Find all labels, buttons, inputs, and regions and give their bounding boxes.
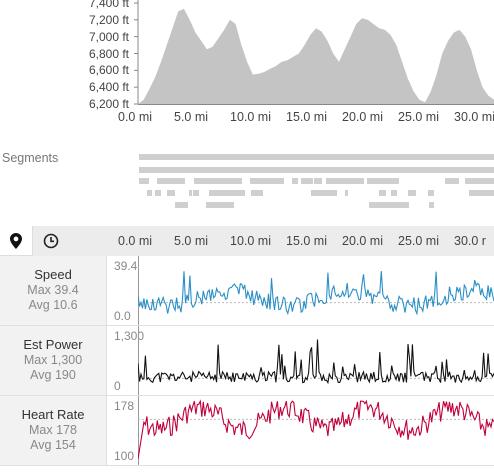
stream-max: Max 1,300 [23,353,83,367]
segment-bar[interactable] [311,190,337,196]
stream-avg: Avg 190 [30,368,76,382]
segment-bar[interactable] [345,190,348,196]
clock-icon[interactable] [34,226,67,256]
stream-title: Speed [34,267,72,282]
stream-graph[interactable] [138,326,494,396]
elevation-y-tick-label: 7,400 ft [88,0,129,10]
segment-bar[interactable] [429,202,434,208]
stream-row-speed: Speed Max 39.4 Avg 10.6 39.4 0.0 [0,256,494,326]
segment-bar[interactable] [147,190,152,196]
segment-bar[interactable] [379,190,386,196]
elevation-x-tick-label: 20.0 mi [342,110,383,124]
segment-bar[interactable] [139,154,494,160]
stream-avg: Avg 154 [30,438,76,452]
segment-bar[interactable] [469,190,494,196]
segment-bar[interactable] [139,167,494,173]
segment-bar[interactable] [369,202,409,208]
segment-bar[interactable] [292,178,298,184]
segment-bar[interactable] [175,202,188,208]
stream-x-tick-label: 25.0 mi [398,234,439,248]
stream-avg: Avg 10.6 [28,298,78,312]
segment-bar[interactable] [251,190,263,196]
elevation-x-tick-label: 5.0 mi [174,110,209,124]
stream-x-tick-label: 30.0 r [454,234,486,248]
stream-title: Est Power [23,337,83,352]
elevation-y-tick-label: 6,200 ft [88,97,129,111]
stream-x-tick-label: 5.0 mi [174,234,209,248]
segment-bar[interactable] [209,190,245,196]
segment-bar[interactable] [155,190,161,196]
segment-bar[interactable] [314,178,322,184]
stream-x-tick-label: 20.0 mi [342,234,383,248]
elevation-x-tick-label: 0.0 mi [118,110,153,124]
segment-bar[interactable] [259,178,284,184]
elevation-y-tick-label: 6,400 ft [88,80,129,95]
segment-bar[interactable] [391,190,397,196]
segment-bar[interactable] [367,178,399,184]
elevation-profile-svg [134,0,494,105]
segment-bar[interactable] [326,178,364,184]
segment-bar[interactable] [194,178,242,184]
segment-bar[interactable] [157,178,185,184]
stream-label-box[interactable]: Heart Rate Max 178 Avg 154 [0,396,107,465]
stream-x-tick-label: 0.0 mi [118,234,153,248]
segment-bar[interactable] [465,178,494,184]
elevation-y-tick-label: 7,200 ft [88,12,129,27]
elevation-y-tick-label: 6,800 ft [88,46,129,61]
stream-top-value: 1,300 [114,329,145,343]
stream-label-box[interactable]: Est Power Max 1,300 Avg 190 [0,326,107,395]
segment-bar[interactable] [206,202,234,208]
segment-bar[interactable] [408,190,416,196]
segment-bar[interactable] [139,178,149,184]
stream-trace [138,339,494,385]
stream-graph[interactable] [138,396,494,466]
elevation-x-tick-label: 25.0 mi [398,110,439,124]
segments-label: Segments [2,151,59,165]
stream-row-est-power: Est Power Max 1,300 Avg 190 1,300 0 [0,326,494,396]
elevation-y-tick-label: 7,000 ft [88,29,129,44]
stream-bottom-value: 100 [114,449,135,463]
segment-bar[interactable] [445,178,459,184]
segment-bar[interactable] [189,190,192,196]
stream-bottom-value: 0 [114,379,121,393]
stream-graph[interactable] [138,256,494,326]
stream-trace [138,271,494,316]
elevation-x-tick-label: 10.0 mi [230,110,271,124]
elevation-area [138,8,494,104]
segment-bar[interactable] [428,190,434,196]
stream-trace [138,399,494,459]
map-pin-icon[interactable] [0,226,33,256]
stream-bottom-value: 0.0 [114,309,131,323]
stream-max: Max 178 [29,423,77,437]
stream-top-value: 39.4 [114,259,138,273]
elevation-x-tick-label: 15.0 mi [286,110,327,124]
stream-row-heart-rate: Heart Rate Max 178 Avg 154 178 100 [0,396,494,466]
elevation-x-tick-label: 30.0 mi [454,110,494,124]
stream-toolbar: 0.0 mi 5.0 mi 10.0 mi 15.0 mi 20.0 mi 25.0 mi… [0,226,494,256]
stream-top-value: 178 [114,399,135,413]
segment-bar[interactable] [301,178,313,184]
elevation-y-tick-label: 6,600 ft [88,63,129,78]
stream-x-tick-label: 10.0 mi [230,234,271,248]
segment-bar[interactable] [193,190,199,196]
segment-bar[interactable] [167,190,175,196]
segments-bars[interactable] [139,154,494,214]
stream-label-box[interactable]: Speed Max 39.4 Avg 10.6 [0,256,107,325]
stream-x-tick-label: 15.0 mi [286,234,327,248]
stream-max: Max 39.4 [27,283,79,297]
stream-title: Heart Rate [21,407,85,422]
